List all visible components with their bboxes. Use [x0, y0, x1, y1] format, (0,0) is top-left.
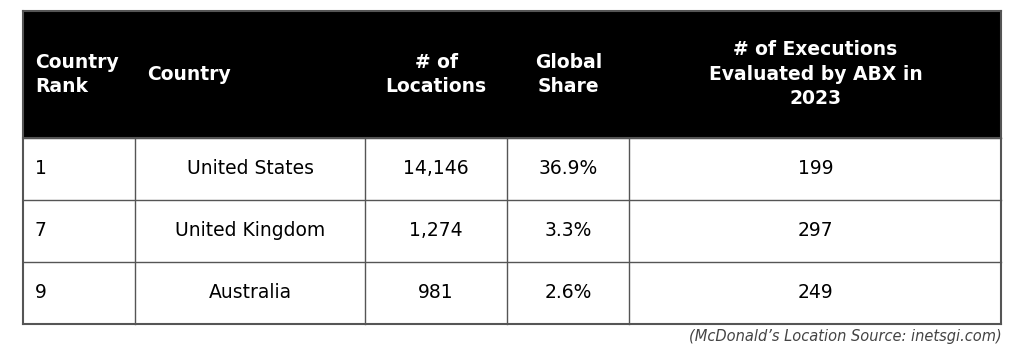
Text: 9: 9	[35, 283, 47, 302]
Text: 199: 199	[798, 159, 834, 178]
Text: United States: United States	[186, 159, 313, 178]
Bar	[23, 200, 1001, 262]
Bar	[23, 138, 1001, 200]
Bar	[23, 11, 1001, 138]
Text: 249: 249	[798, 283, 834, 302]
Text: 1,274: 1,274	[410, 221, 463, 240]
Bar	[23, 262, 1001, 324]
Text: 14,146: 14,146	[403, 159, 469, 178]
Text: 1: 1	[35, 159, 47, 178]
Text: Global
Share: Global Share	[535, 53, 602, 96]
Text: 7: 7	[35, 221, 47, 240]
Text: 36.9%: 36.9%	[539, 159, 598, 178]
Text: Australia: Australia	[209, 283, 292, 302]
Text: # of
Locations: # of Locations	[386, 53, 486, 96]
Text: 3.3%: 3.3%	[545, 221, 592, 240]
Text: 297: 297	[798, 221, 834, 240]
Text: Country: Country	[147, 65, 231, 84]
Text: (McDonald’s Location Source: inetsgi.com): (McDonald’s Location Source: inetsgi.com…	[689, 329, 1001, 345]
Text: United Kingdom: United Kingdom	[175, 221, 326, 240]
Text: # of Executions
Evaluated by ABX in
2023: # of Executions Evaluated by ABX in 2023	[709, 40, 923, 108]
Text: Country
Rank: Country Rank	[35, 53, 119, 96]
Text: 2.6%: 2.6%	[545, 283, 592, 302]
Text: 981: 981	[419, 283, 454, 302]
